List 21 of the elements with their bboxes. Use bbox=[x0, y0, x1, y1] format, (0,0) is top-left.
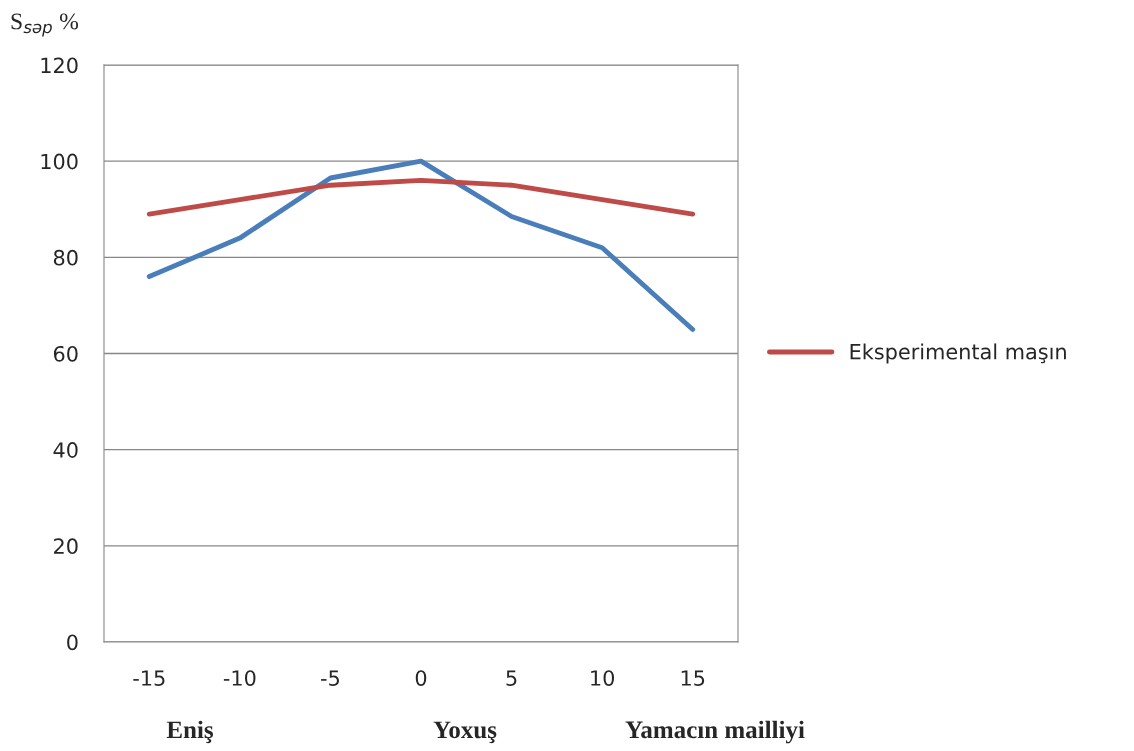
line-series bbox=[146, 158, 696, 332]
y-tick-label: 0 bbox=[67, 634, 78, 651]
x-tick-label: 15 bbox=[681, 670, 705, 686]
y-tick-label: 60 bbox=[53, 345, 78, 362]
x-tick-label: -15 bbox=[133, 670, 165, 686]
text: Yoxuş bbox=[433, 721, 497, 744]
y-tick-label: 80 bbox=[53, 249, 78, 266]
x-tick-label: -10 bbox=[223, 670, 256, 686]
line-series bbox=[146, 177, 696, 217]
y-tick-label: 20 bbox=[54, 538, 78, 555]
text: Eniş bbox=[166, 720, 214, 744]
text: Yamacın mailliyi bbox=[625, 720, 805, 744]
legend-label: Eksperimental maşın bbox=[850, 343, 1066, 364]
y-tick-label: 40 bbox=[53, 442, 78, 458]
x-tick-label: 5 bbox=[506, 670, 517, 686]
y-tick-label: 120 bbox=[41, 57, 78, 74]
x-tick-label: 0 bbox=[415, 670, 427, 686]
x-tick-label: 10 bbox=[591, 670, 615, 686]
y-tick-label: 100 bbox=[41, 153, 78, 170]
y-axis-title: S$_{səp}$ % bbox=[11, 13, 79, 37]
x-tick-label: -5 bbox=[321, 670, 339, 686]
